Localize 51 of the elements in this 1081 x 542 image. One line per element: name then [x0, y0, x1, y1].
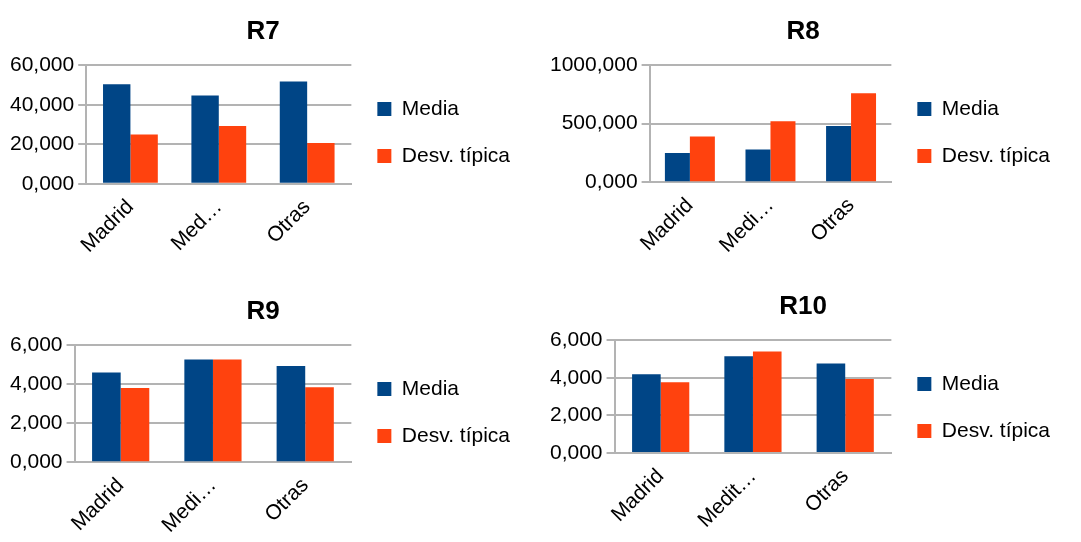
- bar: [845, 379, 874, 453]
- y-tick-label: 6,000: [9, 332, 63, 355]
- bar: [851, 93, 877, 182]
- legend-label: Media: [401, 95, 460, 119]
- y-tick-label: 0,000: [9, 448, 63, 472]
- bar: [276, 366, 306, 462]
- bar: [816, 363, 846, 453]
- y-tick-label: 1000,000: [550, 52, 638, 75]
- bar: [184, 359, 213, 462]
- bar: [279, 81, 308, 183]
- legend-label: Media: [941, 95, 1000, 119]
- y-tick-label: 6,000: [549, 327, 603, 350]
- bar: [218, 125, 247, 183]
- y-tick-label: 500,000: [561, 110, 638, 134]
- chart-title: R7: [246, 14, 280, 45]
- legend-label: Desv. típica: [401, 142, 511, 166]
- bar: [212, 359, 242, 462]
- bar: [632, 374, 661, 453]
- bar: [120, 387, 150, 462]
- y-tick-label: 40,000: [10, 91, 75, 115]
- legend-label: Desv. típica: [941, 142, 1051, 166]
- bar: [724, 356, 753, 453]
- legend-label: Desv. típica: [941, 417, 1051, 441]
- y-tick-label: 20,000: [10, 131, 75, 155]
- bar: [770, 121, 796, 182]
- bar: [826, 126, 852, 182]
- y-tick-label: 4,000: [9, 370, 63, 394]
- chart-title: R10: [779, 289, 827, 320]
- legend-label: Media: [941, 370, 1000, 394]
- bar: [103, 84, 131, 183]
- bar: [660, 382, 690, 453]
- bar: [745, 149, 771, 182]
- bar: [305, 387, 334, 462]
- y-tick-label: 2,000: [549, 402, 603, 426]
- y-tick-label: 2,000: [9, 409, 63, 433]
- bar: [689, 136, 715, 182]
- bar: [191, 95, 219, 183]
- y-tick-label: 0,000: [21, 170, 75, 194]
- chart-title: R9: [246, 294, 280, 325]
- y-tick-label: 60,000: [10, 52, 75, 75]
- bar: [130, 134, 158, 183]
- chart-title: R8: [786, 14, 820, 45]
- bar: [92, 372, 121, 462]
- legend-label: Media: [401, 375, 460, 399]
- y-tick-label: 4,000: [549, 364, 603, 388]
- legend-label: Desv. típica: [401, 422, 511, 446]
- y-tick-label: 0,000: [585, 168, 638, 192]
- y-tick-label: 0,000: [549, 439, 603, 463]
- bar: [752, 351, 782, 453]
- bar: [664, 152, 690, 182]
- bar: [307, 142, 335, 183]
